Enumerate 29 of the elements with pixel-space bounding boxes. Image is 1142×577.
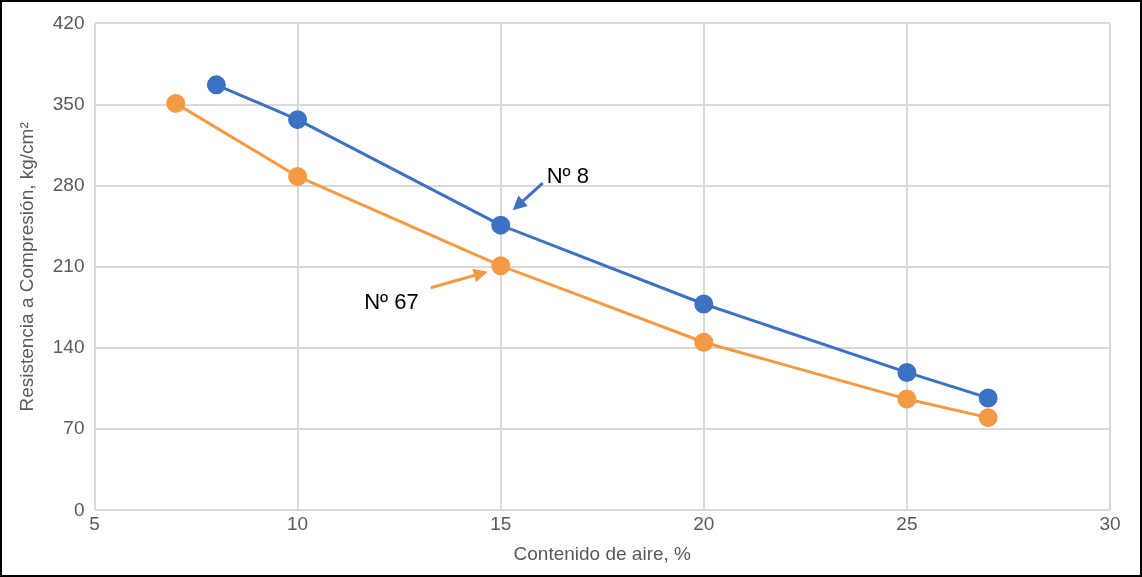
point — [694, 332, 714, 352]
text: Nº 67 — [364, 288, 419, 314]
y-tick-label: 0 — [73, 498, 85, 520]
y-tick-label: 280 — [52, 173, 85, 195]
y-tick-label: 420 — [52, 11, 85, 33]
y-tick-label: 70 — [63, 417, 85, 439]
point — [491, 256, 511, 276]
point — [978, 408, 998, 428]
point — [978, 388, 998, 408]
point — [166, 93, 186, 113]
y-tick-label: 350 — [52, 92, 85, 114]
point — [206, 75, 226, 95]
x-tick-label: 5 — [89, 513, 100, 535]
point — [288, 110, 308, 130]
y-axis-title: Resistencia a Compresión, kg/cm² — [15, 122, 37, 412]
point — [897, 362, 917, 382]
point — [694, 294, 714, 314]
x-axis-title: Contenido de aire, % — [513, 542, 692, 564]
y-tick-label: 210 — [52, 255, 85, 277]
text: Nº 8 — [546, 163, 589, 189]
point — [491, 215, 511, 235]
point — [897, 389, 917, 409]
x-tick-label: 20 — [693, 513, 715, 535]
y-tick-label: 140 — [52, 336, 85, 358]
point — [288, 166, 308, 186]
x-tick-label: 25 — [896, 513, 918, 535]
x-tick-label: 30 — [1099, 513, 1121, 535]
x-tick-label: 10 — [287, 513, 309, 535]
x-tick-label: 15 — [490, 513, 512, 535]
